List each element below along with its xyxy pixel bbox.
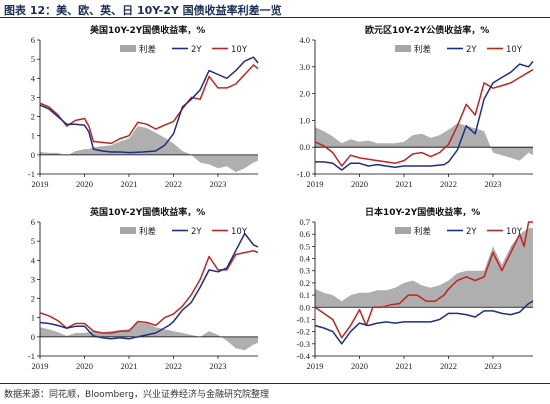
legend-swatch-spread [395,45,411,52]
legend-swatch-spread [120,45,136,52]
legend-label-2y: 2Y [191,45,202,55]
y-tick-label: 0.6 [299,229,310,239]
chart-title: 美国10Y-2Y国债收益率，% [90,24,205,36]
chart-us: 美国10Y-2Y国债收益率，% -1 0 1 2 3 4 5 6 2019 2020 2021 2022… [28,24,259,189]
y-tick-label: 5 [31,54,35,64]
x-tick-label: 2021 [395,361,412,371]
y-tick-label: 0.7 [299,217,310,227]
series-2y-line [39,232,259,340]
legend-label-10y: 10Y [231,227,248,237]
y-tick-label: 3 [31,274,35,284]
y-tick-label: 2.0 [299,89,310,99]
legend-swatch-spread [395,227,411,234]
series-2y-line [315,60,534,171]
series-10y-line [314,68,534,167]
y-tick-label: 5 [31,236,35,246]
legend-swatch-spread [120,227,136,234]
x-tick-label: 2022 [440,361,457,371]
y-tick-label: -0.2 [297,327,310,337]
x-tick-label: 2021 [395,179,412,189]
x-tick-label: 2023 [484,361,501,371]
legend-label-spread: 利差 [139,44,156,55]
y-tick-label: 2 [31,112,35,122]
chart-title: 英国10Y-2Y国债收益率，% [89,206,205,218]
x-tick-label: 2023 [484,179,501,189]
y-tick-label: 4.0 [299,35,310,45]
legend-label-2y: 2Y [466,227,477,237]
x-tick-label: 2020 [351,361,368,371]
y-tick-label: 4 [31,73,36,83]
title-rule [0,17,550,18]
y-tick-label: -1 [28,169,35,179]
y-tick-label: 0.2 [299,278,310,288]
series-10y-line [39,249,259,334]
legend-label-spread: 利差 [414,44,431,55]
series-10y-line [39,64,259,145]
series-spread-area [40,126,258,173]
legend-label-10y: 10Y [506,227,523,237]
source-rule [0,383,550,384]
legend-label-spread: 利差 [414,226,431,237]
y-tick-label: 0 [31,150,35,160]
y-tick-label: 6 [31,35,35,45]
x-tick-label: 2019 [32,179,49,189]
chart-uk: 英国10Y-2Y国债收益率，% -1 0 1 2 3 4 5 6 2019 2020 2021 2022… [28,206,259,371]
x-tick-label: 2021 [120,179,137,189]
y-tick-label: 2 [31,294,35,304]
y-tick-label: 0 [31,332,35,342]
y-tick-label: 0.1 [299,290,310,300]
x-tick-label: 2020 [76,361,93,371]
series-2y-line [39,56,259,154]
legend-label-2y: 2Y [466,45,477,55]
legend-label-spread: 利差 [139,226,156,237]
legend-label-10y: 10Y [231,45,248,55]
y-tick-label: 1 [31,131,35,141]
y-tick-label: -1 [28,351,35,361]
y-tick-label: 0.5 [299,241,310,251]
x-tick-label: 2022 [165,361,182,371]
x-tick-label: 2022 [440,179,457,189]
y-tick-label: 3 [31,92,35,102]
figure-title: 图表 12：美、欧、英、日 10Y-2Y 国债收益率利差一览 [4,4,282,17]
x-tick-label: 2019 [32,361,49,371]
y-tick-label: 3.0 [299,62,310,72]
y-tick-label: 0.4 [299,254,310,264]
y-tick-label: -0.3 [297,339,310,349]
y-tick-label: -0.4 [297,351,311,361]
legend-label-2y: 2Y [191,227,202,237]
y-tick-label: 4 [31,255,36,265]
series-spread-area [40,322,258,351]
x-tick-label: 2022 [165,179,182,189]
chart-title: 欧元区10Y-2Y公债收益率，% [365,24,489,36]
y-tick-label: 0.0 [299,302,310,312]
figure-source: 数据来源：同花顺，Bloomberg，兴业证券经济与金融研究院整理 [4,390,269,400]
chart-eurozone: 欧元区10Y-2Y公债收益率，% -1.0 0.0 1.0 2.0 3.0 4.0 2019 2… [297,24,534,189]
x-tick-label: 2020 [76,179,93,189]
chart-japan: 日本10Y-2Y国债收益率，% -0.4 -0.3 -0.2 -0.1 0.0 0.1 0.2… [297,206,534,371]
legend-label-10y: 10Y [506,45,523,55]
series-10y-line [314,221,533,339]
y-tick-label: 0.3 [299,266,310,276]
series-2y-line [314,300,534,345]
chart-title: 日本10Y-2Y国债收益率，% [365,206,480,218]
series-spread-area [315,123,533,161]
y-tick-label: -1.0 [297,169,310,179]
x-tick-label: 2019 [307,179,324,189]
y-tick-label: 6 [31,217,35,227]
y-tick-label: 1 [31,313,35,323]
x-tick-label: 2023 [209,361,226,371]
x-tick-label: 2021 [120,361,137,371]
y-tick-label: 0.0 [299,142,310,152]
y-tick-label: 1.0 [299,115,310,125]
series-spread-area [315,228,533,308]
x-tick-label: 2023 [209,179,226,189]
y-tick-label: -0.1 [297,314,310,324]
x-tick-label: 2019 [307,361,324,371]
x-tick-label: 2020 [351,179,368,189]
